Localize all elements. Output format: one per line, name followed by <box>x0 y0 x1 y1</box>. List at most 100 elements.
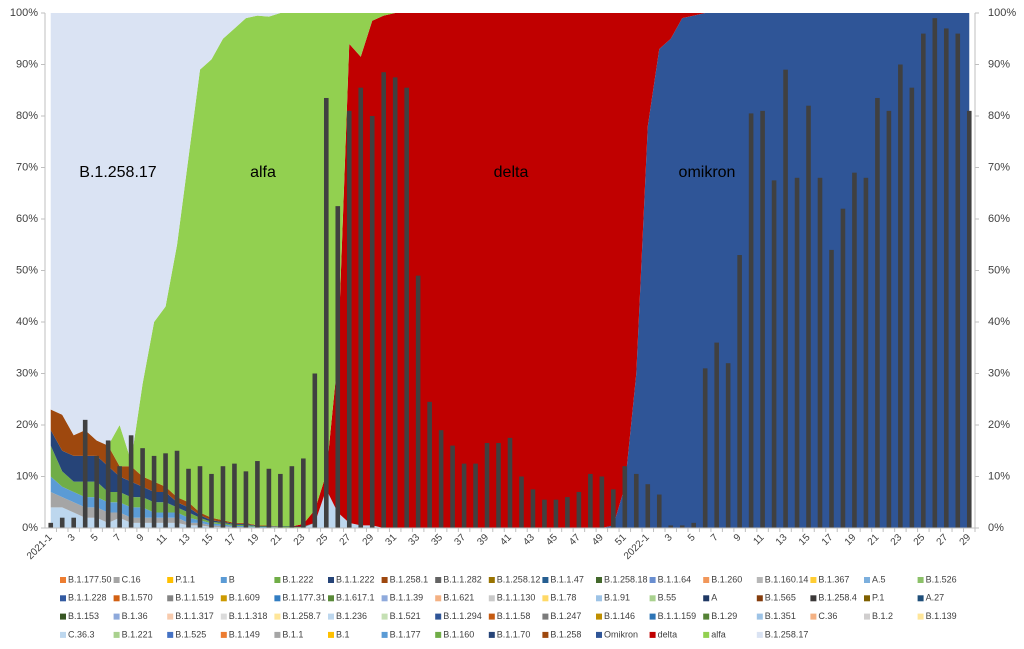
bar <box>886 110 892 528</box>
bar <box>852 172 857 528</box>
bar <box>840 208 846 528</box>
y2-tick-label: 100% <box>988 7 1016 19</box>
y-tick-label: 20% <box>16 419 38 431</box>
legend-label: B.1.609 <box>229 593 260 603</box>
legend-swatch <box>756 631 763 638</box>
bar <box>530 489 536 528</box>
legend-label: B.1.1.64 <box>658 574 692 584</box>
bar <box>737 255 742 529</box>
legend-swatch <box>220 631 227 638</box>
legend-label: B.1.139 <box>926 611 957 621</box>
bar <box>829 249 834 528</box>
bar <box>323 97 329 528</box>
legend-label: A <box>711 593 717 603</box>
legend-swatch <box>220 613 227 620</box>
legend-swatch <box>596 595 602 602</box>
bar <box>542 499 547 528</box>
legend-label: B.1.1.39 <box>390 593 424 603</box>
bar <box>438 430 444 528</box>
bar <box>404 87 409 529</box>
y2-tick-label: 40% <box>988 316 1010 328</box>
bar <box>209 473 214 528</box>
legend-swatch <box>703 631 710 638</box>
legend-label: B.1.1.58 <box>497 611 531 621</box>
y2-tick-label: 30% <box>988 367 1010 379</box>
legend-label: B.1.258.7 <box>282 611 321 621</box>
bar <box>507 437 513 528</box>
bar <box>783 69 788 529</box>
legend-label: B.1.526 <box>926 574 957 584</box>
legend-label: Omikron <box>604 629 638 639</box>
legend-swatch <box>810 613 817 620</box>
bar <box>806 105 811 528</box>
legend-label: B.1.351 <box>765 611 796 621</box>
area <box>50 13 970 527</box>
bar <box>645 484 651 528</box>
legend-label: B.1.177 <box>390 629 421 639</box>
bar <box>381 72 387 528</box>
legend-swatch <box>220 595 227 602</box>
bar <box>921 33 926 528</box>
bar <box>553 499 559 528</box>
bar <box>943 28 949 528</box>
legend-label: B.1.1.159 <box>658 611 697 621</box>
legend-swatch <box>596 577 602 583</box>
bar <box>243 471 249 528</box>
y-tick-label: 80% <box>16 110 38 122</box>
y-tick-label: 90% <box>16 58 38 70</box>
bar <box>473 463 478 528</box>
legend-label: B.1 <box>336 629 350 639</box>
legend-swatch <box>488 631 495 638</box>
bar <box>346 110 352 528</box>
legend-label: B.1.565 <box>765 593 796 603</box>
legend-label: C.36.3 <box>68 629 95 639</box>
legend-swatch <box>864 577 870 583</box>
legend-label: B.1.78 <box>550 593 576 603</box>
y-tick-label: 70% <box>16 161 38 173</box>
legend-swatch <box>864 595 870 602</box>
legend-swatch <box>542 577 549 583</box>
legend-label: B.1.525 <box>175 629 206 639</box>
legend-label: A.5 <box>872 574 886 584</box>
legend-swatch <box>864 613 870 620</box>
legend-label: B.1.146 <box>604 611 635 621</box>
legend-swatch <box>60 595 66 602</box>
legend-label: B.1.1.519 <box>175 593 214 603</box>
bar <box>163 453 168 528</box>
legend-label: B.1.1 <box>282 629 303 639</box>
legend-label: B.1.29 <box>711 611 737 621</box>
legend-swatch <box>703 577 710 583</box>
legend-swatch <box>596 613 602 620</box>
bar <box>415 275 421 528</box>
legend-label: C.36 <box>818 611 837 621</box>
legend-swatch <box>435 631 442 638</box>
legend-label: B.1.258.12 <box>497 574 541 584</box>
legend-swatch <box>274 613 281 620</box>
bar <box>105 440 111 528</box>
legend-label: B.1.236 <box>336 611 367 621</box>
area <box>50 13 970 528</box>
legend-label: B.1.160.14 <box>765 574 809 584</box>
legend-swatch <box>810 595 817 602</box>
legend-label: B.1.247 <box>550 611 581 621</box>
y-tick-label: 30% <box>16 367 38 379</box>
area <box>50 13 970 462</box>
bar <box>519 476 524 528</box>
legend-swatch <box>649 613 656 620</box>
y2-tick-label: 50% <box>988 264 1010 276</box>
bar <box>461 463 467 528</box>
legend-swatch <box>542 631 549 638</box>
legend-label: B.1.260 <box>711 574 742 584</box>
legend-label: B.1.258.18 <box>604 574 648 584</box>
legend-swatch <box>649 595 656 602</box>
y-tick-label: 60% <box>16 213 38 225</box>
y2-tick-label: 70% <box>988 161 1010 173</box>
bar <box>817 177 823 529</box>
bar <box>197 466 203 528</box>
bar <box>278 473 283 528</box>
y-tick-label: 10% <box>16 470 38 482</box>
annotation: alfa <box>250 164 276 181</box>
legend-swatch <box>381 595 388 602</box>
bar <box>255 461 260 528</box>
